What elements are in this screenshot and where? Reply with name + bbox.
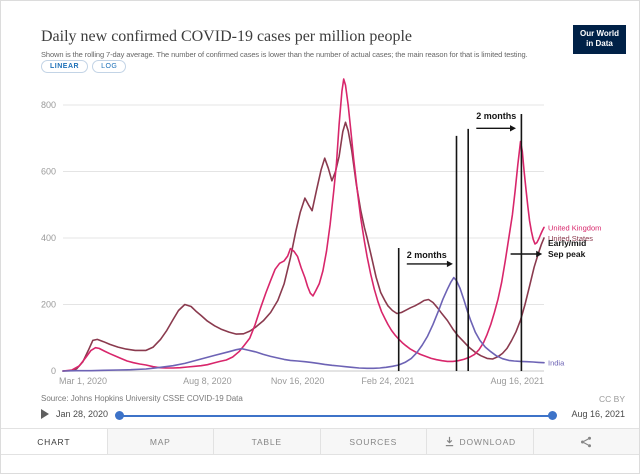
x-tick-label: Aug 16, 2021: [490, 376, 544, 386]
tab-chart-label: CHART: [37, 436, 71, 447]
x-tick-label: Aug 8, 2020: [183, 376, 232, 386]
tab-sources[interactable]: SOURCES: [319, 429, 427, 454]
tab-table[interactable]: TABLE: [213, 429, 320, 454]
tab-sources-label: SOURCES: [349, 436, 398, 447]
chart-subtitle: Shown is the rolling 7-day average. The …: [41, 49, 528, 59]
series-line-united-kingdom[interactable]: [62, 78, 545, 372]
x-tick-label: Feb 24, 2021: [361, 376, 414, 386]
source-note: Source: Johns Hopkins University CSSE CO…: [41, 394, 243, 403]
annotation-arrowhead: [536, 250, 543, 258]
tab-chart[interactable]: CHART: [1, 429, 107, 454]
download-icon: [445, 436, 453, 447]
y-tick-label: 400: [41, 233, 56, 243]
license-link[interactable]: CC BY: [599, 394, 625, 404]
x-tick-label: Mar 1, 2020: [59, 376, 107, 386]
series-end-label-united-kingdom: United Kingdom: [548, 223, 601, 232]
scale-toggle: LINEAR LOG: [41, 60, 127, 73]
play-button[interactable]: [41, 409, 49, 419]
log-scale-button[interactable]: LOG: [92, 60, 127, 73]
timeline-start-handle[interactable]: [115, 411, 124, 420]
linear-scale-button[interactable]: LINEAR: [41, 60, 89, 73]
owid-logo[interactable]: Our World in Data: [573, 25, 626, 54]
annotation-side-note: Sep peak: [548, 249, 586, 259]
y-tick-label: 200: [41, 300, 56, 310]
tab-download-label: DOWNLOAD: [459, 436, 516, 447]
series-line-united-states[interactable]: [62, 121, 545, 372]
annotation-side-note: Early/mid: [548, 238, 586, 248]
annotation-label: 2 months: [476, 111, 516, 121]
series-end-label-india: India: [548, 359, 565, 368]
annotation-arrowhead: [446, 260, 453, 268]
tab-map[interactable]: MAP: [106, 429, 214, 454]
owid-logo-line1: Our World: [580, 29, 619, 38]
timeline-slider-track[interactable]: [115, 411, 557, 420]
x-tick-label: Nov 16, 2020: [271, 376, 325, 386]
annotation-label: 2 months: [407, 250, 447, 260]
page-title: Daily new confirmed COVID-19 cases per m…: [41, 27, 413, 45]
series-end-label-united-states: United States: [548, 234, 593, 243]
annotation-arrowhead: [510, 125, 516, 132]
series-line-india[interactable]: [62, 276, 545, 372]
tab-map-label: MAP: [149, 436, 171, 447]
share-icon: [581, 436, 592, 447]
timeline: Jan 28, 2020 Aug 16, 2021: [41, 406, 625, 424]
y-tick-label: 0: [51, 366, 56, 376]
chart-canvas[interactable]: 0 200 400 600 800 Mar 1, 2020 Aug 8, 2020 Nov 1…: [1, 1, 640, 401]
timeline-start-date: Jan 28, 2020: [56, 409, 109, 419]
timeline-end-handle[interactable]: [548, 411, 557, 420]
tab-download[interactable]: DOWNLOAD: [426, 429, 533, 454]
tab-share[interactable]: [532, 429, 640, 454]
owid-logo-line2: in Data: [586, 39, 613, 49]
play-icon: [41, 409, 49, 419]
timeline-end-date: Aug 16, 2021: [571, 409, 625, 419]
footer-tab-bar: CHART MAP TABLE SOURCES DOWNLOAD: [1, 428, 639, 455]
y-tick-label: 800: [41, 100, 56, 110]
y-tick-label: 600: [41, 167, 56, 177]
tab-table-label: TABLE: [251, 436, 282, 447]
